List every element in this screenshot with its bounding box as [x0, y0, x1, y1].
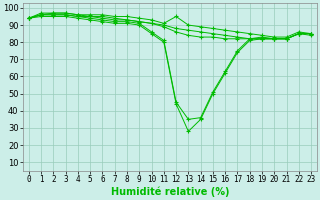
X-axis label: Humidité relative (%): Humidité relative (%)	[111, 187, 229, 197]
